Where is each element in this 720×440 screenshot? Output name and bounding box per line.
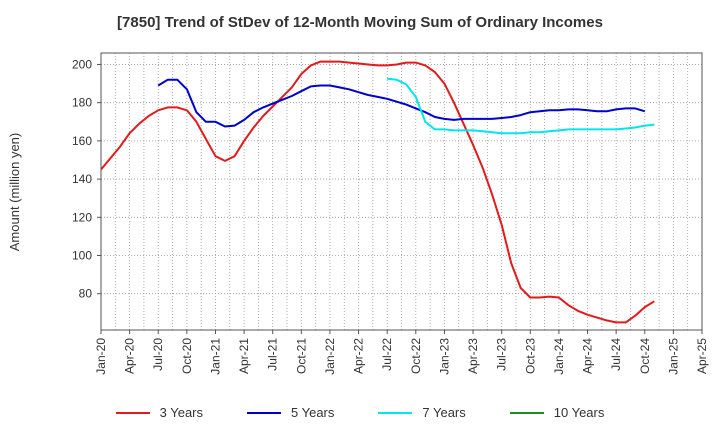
y-tick-label: 200 xyxy=(72,57,92,71)
y-tick-label: 180 xyxy=(72,96,92,110)
legend-label: 3 Years xyxy=(159,405,203,420)
x-tick-label: Jul-23 xyxy=(495,338,509,371)
x-tick-label: Oct-24 xyxy=(638,338,652,374)
x-tick-label: Apr-20 xyxy=(123,338,137,374)
y-tick-label: 120 xyxy=(72,210,92,224)
x-tick-label: Jan-20 xyxy=(94,338,108,375)
series-line-3-years xyxy=(100,60,655,324)
y-tick-label: 80 xyxy=(79,287,93,301)
legend-label: 5 Years xyxy=(291,405,335,420)
legend-label: 10 Years xyxy=(553,405,605,420)
y-tick-label: 160 xyxy=(72,134,92,148)
legend-swatch xyxy=(378,411,413,414)
series-line-5-years xyxy=(157,78,646,128)
legend-item: 5 Years xyxy=(247,405,334,420)
legend-swatch xyxy=(115,411,150,414)
x-tick-label: Jul-20 xyxy=(151,338,165,371)
legend: 3 Years 5 Years 7 Years 10 Years xyxy=(0,405,720,420)
x-tick-label: Apr-22 xyxy=(352,338,366,374)
x-tick-label: Jan-24 xyxy=(552,338,566,375)
legend-swatch xyxy=(247,411,281,414)
x-tick-label: Oct-22 xyxy=(409,338,423,374)
x-tick-label: Jul-22 xyxy=(380,338,394,371)
x-tick-label: Oct-23 xyxy=(523,338,537,374)
series-lines xyxy=(100,60,655,324)
x-tick-label: Apr-24 xyxy=(581,338,595,374)
legend-swatch xyxy=(509,411,544,414)
y-tick-label: 100 xyxy=(72,248,92,262)
x-tick-label: Jul-24 xyxy=(609,338,623,371)
legend-label: 7 Years xyxy=(422,405,466,420)
x-tick-label: Jan-23 xyxy=(437,338,451,375)
x-tick-label: Apr-23 xyxy=(466,338,480,374)
x-tick-label: Jan-21 xyxy=(208,338,222,375)
x-tick-label: Oct-21 xyxy=(294,338,308,374)
chart-title: [7850] Trend of StDev of 12-Month Moving… xyxy=(117,14,603,31)
plot-border xyxy=(100,52,703,331)
series-line-7-years xyxy=(387,77,655,135)
x-tick-label: Apr-25 xyxy=(695,338,709,374)
legend-item: 3 Years xyxy=(115,405,203,420)
y-tick-label: 140 xyxy=(72,172,92,186)
legend-item: 7 Years xyxy=(378,405,466,420)
y-axis-ticks: 80 100 120 140 160 180 200 xyxy=(72,57,101,301)
x-axis-ticks: Jan-20 Apr-20 Jul-20 Oct-20 Jan-21 Apr-21 Jul-… xyxy=(94,330,709,375)
grid-lines xyxy=(100,53,703,330)
x-tick-label: Apr-21 xyxy=(237,338,251,374)
x-tick-label: Jul-21 xyxy=(266,338,280,371)
x-tick-label: Jan-25 xyxy=(666,338,680,375)
x-tick-label: Oct-20 xyxy=(180,338,194,374)
x-tick-label: Jan-22 xyxy=(323,338,337,375)
y-axis-label: Amount (million yen) xyxy=(7,133,22,252)
legend-item: 10 Years xyxy=(509,405,605,420)
